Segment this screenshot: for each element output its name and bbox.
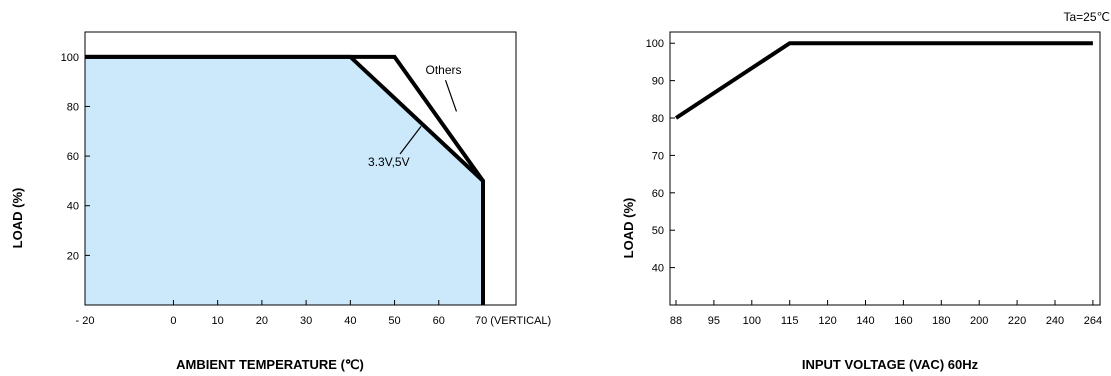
x-tick-label: 160 — [894, 315, 912, 327]
safe-operating-area-fill — [85, 56, 483, 306]
annotation-leader — [399, 125, 422, 155]
annotation-leader — [444, 79, 458, 112]
x-tick-label: 220 — [1008, 315, 1026, 327]
y-tick-label: 60 — [652, 188, 664, 200]
y-tick-label: 40 — [67, 201, 79, 213]
x-tick-label: - 20 — [76, 315, 95, 327]
x-tick-label: 20 — [256, 315, 268, 327]
temperature-derating-chart: 20 40 60 80 100 - 20 0 10 20 30 40 50 60 70 (VERTICA… — [10, 31, 551, 372]
plot-frame — [84, 31, 517, 306]
y-tick-label: 50 — [652, 225, 664, 237]
x-tick-label: 50 — [388, 315, 400, 327]
x-axis-label: INPUT VOLTAGE (VAC) 60Hz — [802, 357, 979, 372]
y-tick-label: 90 — [652, 76, 664, 88]
annotation-label: 3.3V,5V — [368, 155, 410, 169]
x-tick-label: 60 — [433, 315, 445, 327]
x-axis-ticks: - 20 0 10 20 30 40 50 60 70 (VERTICAL) — [76, 300, 551, 327]
x-tick-label: 10 — [212, 315, 224, 327]
y-tick-label: 100 — [61, 52, 79, 64]
y-axis-label: LOAD (%) — [10, 188, 25, 249]
series-line-3v3-5v — [85, 54, 485, 305]
y-tick-label: 100 — [646, 38, 664, 50]
y-axis-ticks: 20 40 60 80 100 — [61, 52, 90, 262]
y-tick-label: 70 — [652, 150, 664, 162]
x-tick-label: 88 — [670, 315, 682, 327]
x-tick-label: 30 — [300, 315, 312, 327]
series-line-load — [674, 41, 1093, 120]
y-tick-label: 80 — [67, 101, 79, 113]
x-tick-label: 240 — [1046, 315, 1064, 327]
x-tick-label: 180 — [932, 315, 950, 327]
y-axis-ticks: 40 50 60 70 80 90 100 — [646, 38, 675, 275]
y-tick-label: 20 — [67, 250, 79, 262]
y-axis-label: LOAD (%) — [621, 198, 636, 259]
x-tick-label: 100 — [743, 315, 761, 327]
x-axis-ticks: 88 95 100 115 120 140 160 180 200 220 240 264 — [670, 300, 1102, 327]
x-tick-label: 0 — [170, 315, 176, 327]
y-tick-label: 40 — [652, 263, 664, 275]
x-tick-label: 70 (VERTICAL) — [475, 315, 551, 327]
plot-frame — [669, 31, 1101, 306]
x-tick-label: 95 — [708, 315, 720, 327]
ambient-temperature-note: Ta=25℃ — [1063, 10, 1110, 24]
y-tick-label: 80 — [652, 113, 664, 125]
x-tick-label: 115 — [781, 315, 799, 327]
voltage-derating-chart: 40 50 60 70 80 90 100 88 95 100 115 120 140 160 180 20… — [621, 10, 1110, 372]
x-axis-label: AMBIENT TEMPERATURE (℃) — [176, 357, 364, 372]
x-tick-label: 120 — [818, 315, 836, 327]
annotations: Others 3.3V,5V — [368, 63, 462, 169]
annotation-label: Others — [426, 63, 462, 77]
y-tick-label: 60 — [67, 151, 79, 163]
x-tick-label: 40 — [344, 315, 356, 327]
x-tick-label: 264 — [1084, 315, 1102, 327]
x-tick-label: 140 — [856, 315, 874, 327]
x-tick-label: 200 — [970, 315, 988, 327]
